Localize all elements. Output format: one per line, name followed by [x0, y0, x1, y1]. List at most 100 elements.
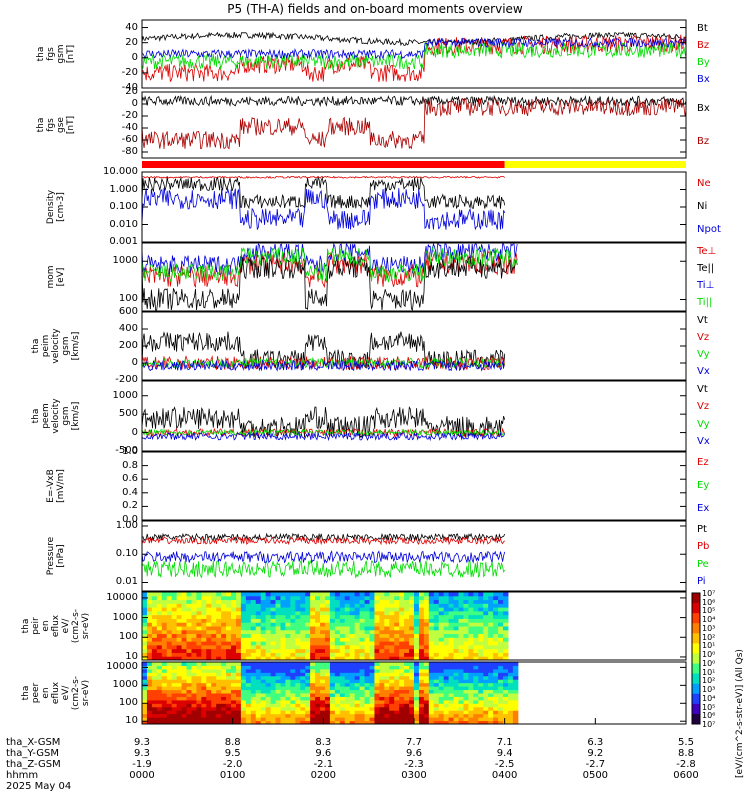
spectrogram-cell [295, 668, 301, 673]
spectrogram-cell [438, 644, 445, 650]
spectrogram-cell [389, 633, 395, 638]
spectrogram-cell [344, 720, 351, 725]
spectrogram-cell [359, 610, 366, 616]
colorbar-frame [691, 592, 701, 725]
spectrogram-cell [379, 614, 385, 619]
spectrogram-cell [295, 595, 301, 601]
spectrogram-cell [448, 672, 455, 677]
spectrogram-cell [176, 610, 183, 616]
spectrogram-cell [399, 599, 405, 604]
spectrogram-cell [409, 713, 415, 718]
spectrogram-cell [250, 648, 257, 653]
spectrogram-cell [498, 665, 504, 670]
spectrogram-cell [142, 693, 148, 697]
spectrogram-cell [285, 675, 291, 680]
x-tick-label: 9.6 [315, 748, 332, 759]
spectrogram-cell [354, 629, 361, 635]
spectrogram-cell [196, 662, 202, 666]
spectrogram-cell [176, 675, 183, 680]
spectrogram-cell [240, 710, 247, 715]
spectrogram-cell [216, 652, 222, 657]
spectrogram-cell [409, 648, 415, 653]
spectrogram-cell [166, 629, 173, 635]
spectrogram-cell [354, 706, 361, 711]
spectrogram-cell [156, 668, 163, 673]
spectrogram-cell [186, 610, 192, 616]
spectrogram-cell [339, 641, 346, 646]
spectrogram-cell [315, 648, 321, 653]
spectrogram-cell [275, 622, 281, 627]
spectrogram-cell [255, 614, 262, 619]
spectrogram-cell [295, 618, 301, 623]
spectrogram-cell [260, 610, 267, 616]
spectrogram-cell [458, 665, 464, 670]
spectrogram-cell [196, 689, 202, 694]
spectrogram-cell [181, 626, 188, 631]
spectrogram-cell [423, 672, 430, 677]
spectrogram-cell [463, 710, 469, 715]
spectrogram-cell [438, 656, 445, 661]
spectrogram-cell [270, 693, 277, 697]
spectrogram-cell [300, 668, 306, 673]
spectrogram-cell [250, 686, 257, 691]
spectrogram-cell [354, 614, 361, 619]
spectrogram-cell [389, 693, 395, 697]
spectrogram-cell [493, 656, 499, 661]
spectrogram-cell [463, 610, 469, 616]
spectrogram-cell [473, 633, 479, 638]
spectrogram-cell [478, 710, 484, 715]
spectrogram-cell [443, 717, 450, 722]
spectrogram-cell [428, 693, 435, 697]
spectrogram-cell [265, 672, 272, 677]
spectrogram-cell [478, 607, 484, 612]
spectrogram-cell [275, 682, 281, 687]
spectrogram-cell [339, 656, 346, 661]
spectrogram-cell [206, 648, 212, 653]
spectrogram-cell [498, 629, 504, 635]
spectrogram-cell [156, 603, 163, 608]
spectrogram-cell [300, 614, 306, 619]
spectrogram-cell [374, 629, 380, 635]
spectrogram-cell [414, 706, 420, 711]
spectrogram-cell [290, 656, 296, 661]
spectrogram-cell [493, 648, 499, 653]
spectrogram-cell [285, 668, 291, 673]
spectrogram-cell [240, 652, 247, 657]
spectrogram-cell [354, 641, 361, 646]
spectrogram-cell [428, 652, 435, 657]
spectrogram-cell [142, 668, 148, 673]
spectrogram-cell [191, 607, 197, 612]
spectrogram-cell [146, 633, 153, 638]
spectrogram-cell [418, 656, 425, 661]
spectrogram-cell [280, 696, 286, 701]
spectrogram-cell [270, 713, 277, 718]
spectrogram-cell [240, 603, 247, 608]
spectrogram-cell [265, 693, 272, 697]
spectrogram-cell [483, 629, 489, 635]
colorbar-swatch [692, 613, 700, 624]
spectrogram-cell [418, 675, 425, 680]
spectrogram-cell [142, 637, 148, 642]
spectrogram-cell [231, 710, 237, 715]
spectrogram-cell [359, 641, 366, 646]
spectrogram-cell [399, 696, 405, 701]
spectrogram-cell [305, 662, 311, 666]
spectrogram-cell [142, 641, 148, 646]
spectrogram-cell [166, 696, 173, 701]
spectrogram-cell [211, 599, 217, 604]
spectrogram-cell [206, 717, 212, 722]
spectrogram-cell [473, 652, 479, 657]
spectrogram-cell [379, 668, 385, 673]
spectrogram-cell [250, 607, 257, 612]
y-tick-label: 1000 [112, 255, 138, 267]
spectrogram-cell [280, 662, 286, 666]
spectrogram-cell [315, 672, 321, 677]
spectrogram-cell [151, 656, 158, 661]
spectrogram-cell [394, 703, 400, 708]
spectrogram-cell [463, 637, 469, 642]
spectrogram-cell [498, 672, 504, 677]
spectrogram-cell [448, 686, 455, 691]
spectrogram-cell [310, 662, 316, 666]
spectrogram-cell [280, 679, 286, 684]
spectrogram-cell [384, 656, 390, 661]
